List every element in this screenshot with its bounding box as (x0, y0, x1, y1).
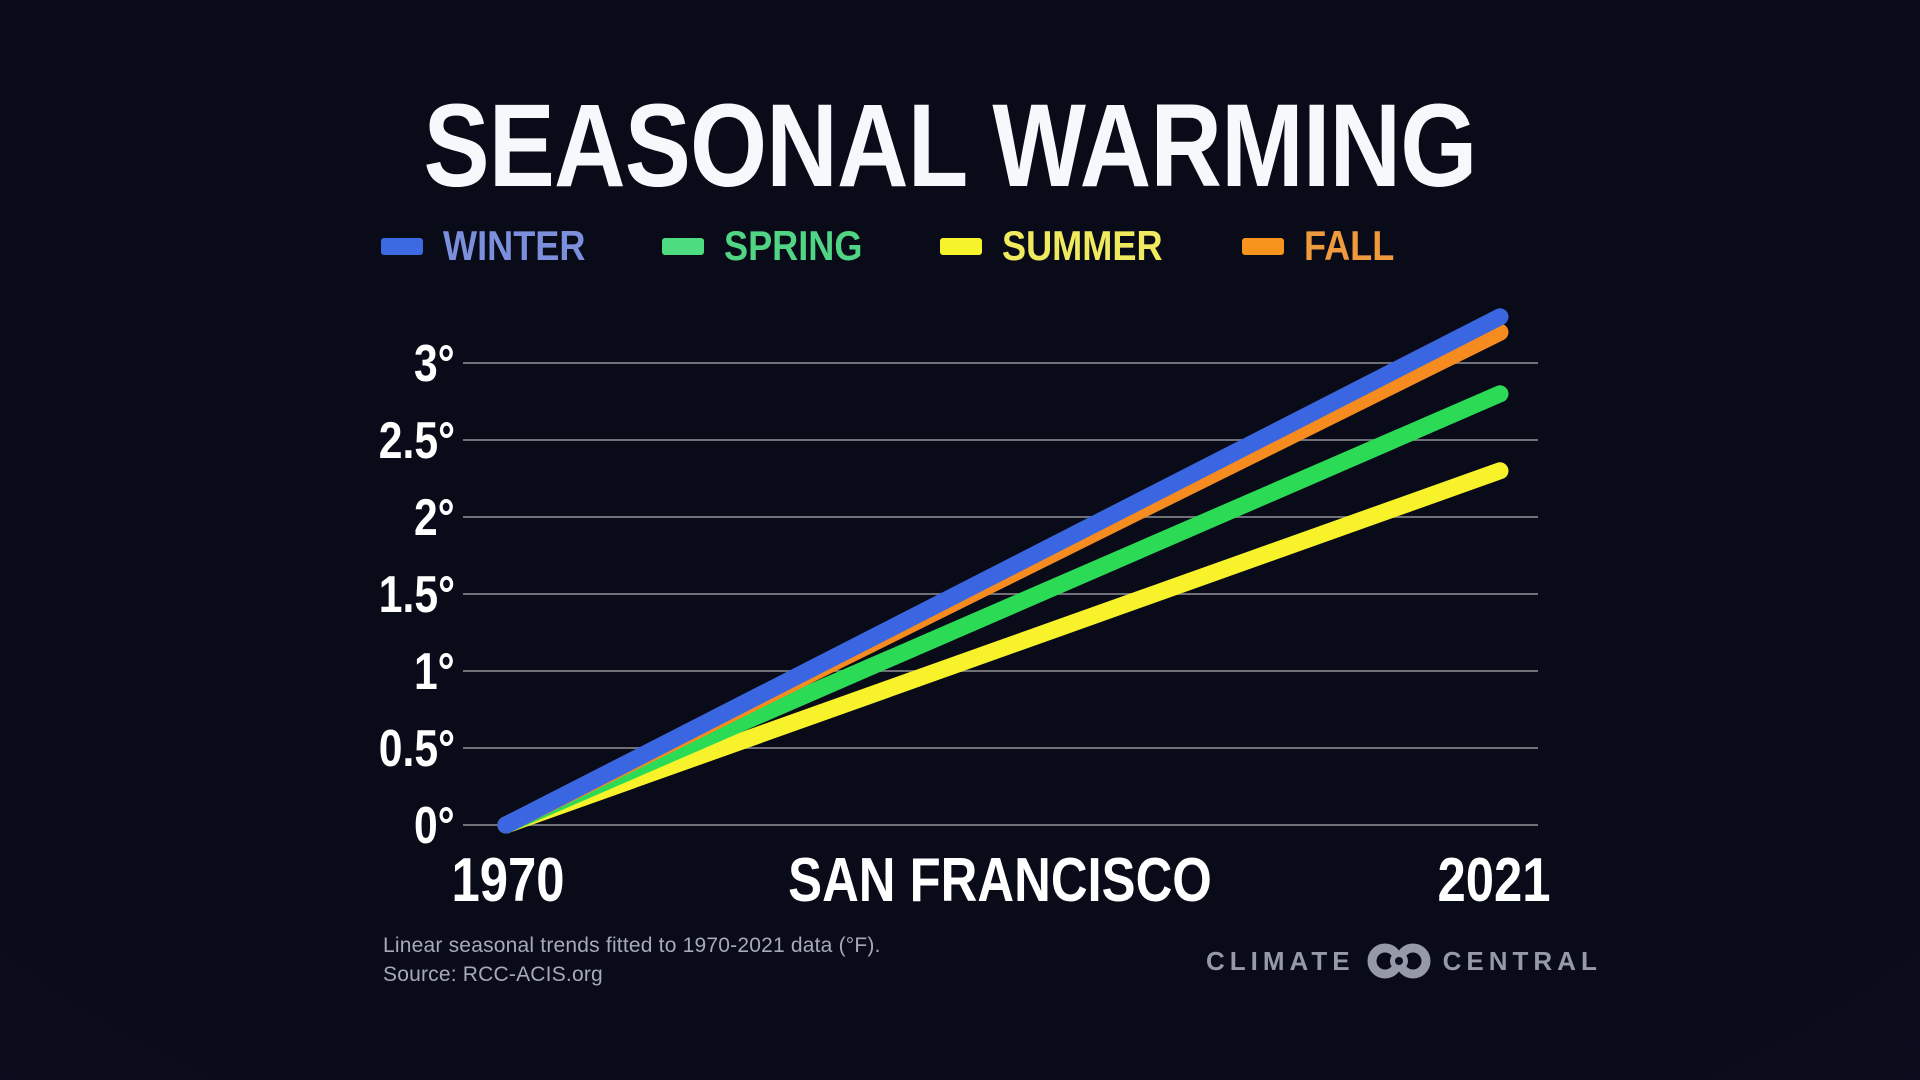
ytick-label-1: 1° (414, 643, 455, 701)
legend: WINTER SPRING SUMMER FALL (0, 220, 1790, 272)
climate-central-logo: CLIMATE CENTRAL (1206, 938, 1597, 984)
legend-item-spring: SPRING (662, 220, 885, 272)
ytick-label-0: 0° (414, 797, 455, 855)
xtick-label-1970: 1970 (451, 846, 565, 915)
logo-text-climate: CLIMATE (1206, 946, 1355, 976)
spring-swatch-icon (662, 237, 705, 255)
footnote-line-1: Linear seasonal trends fitted to 1970-20… (383, 934, 881, 957)
winter-swatch-icon (380, 237, 423, 255)
xtick-label-2021: 2021 (1437, 846, 1551, 915)
logo-text-central: CENTRAL (1442, 946, 1602, 976)
summer-swatch-icon (939, 237, 982, 255)
trend-line-summer (497, 462, 1509, 834)
interlocking-rings-icon (1367, 943, 1431, 979)
legend-item-summer: SUMMER (939, 220, 1189, 272)
footnote: Linear seasonal trends fitted to 1970-20… (383, 931, 881, 989)
legend-label-winter: WINTER (442, 222, 586, 269)
ytick-label-3: 3° (414, 335, 455, 393)
legend-label-summer: SUMMER (1001, 222, 1163, 269)
ytick-label-2-5: 2.5° (378, 412, 455, 470)
trend-line-winter (497, 308, 1509, 834)
legend-item-winter: WINTER (380, 220, 609, 272)
ytick-label-2: 2° (414, 489, 455, 547)
location-label: SAN FRANCISCO (788, 846, 1212, 915)
legend-label-spring: SPRING (724, 222, 863, 269)
fall-swatch-icon (1242, 237, 1285, 255)
chart-title: SEASONAL WARMING (423, 80, 1477, 212)
trend-line-spring (497, 385, 1509, 834)
footnote-line-2: Source: RCC-ACIS.org (383, 963, 603, 986)
ytick-label-1-5: 1.5° (378, 566, 455, 624)
ytick-label-0-5: 0.5° (378, 720, 455, 778)
legend-item-fall: FALL (1242, 220, 1409, 272)
legend-label-fall: FALL (1304, 222, 1395, 269)
